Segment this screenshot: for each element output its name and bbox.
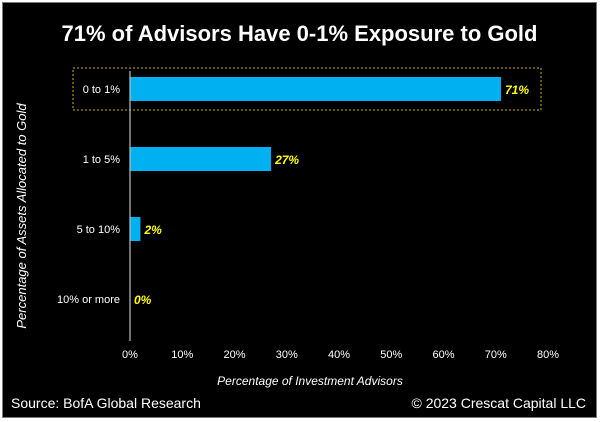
chart-title: 71% of Advisors Have 0-1% Exposure to Go… [61,21,538,46]
labels-layer: 0 to 1% 71% 1 to 5% 27% 5 to 10% 2% 10% or mor… [14,83,559,388]
copyright-note: © 2023 Crescat Capital LLC [411,395,586,411]
x-tick-label-2: 20% [223,349,245,361]
value-label-1: 27% [274,153,299,167]
x-axis-label: Percentage of Investment Advisors [217,374,403,388]
value-label-2: 2% [143,223,162,237]
x-tick-label-7: 70% [485,349,507,361]
x-tick-label-4: 40% [328,349,350,361]
y-axis-label: Percentage of Assets Allocated to Gold [14,103,29,329]
bars-layer [72,67,542,241]
chart-frame: 71% of Advisors Have 0-1% Exposure to Go… [2,2,597,418]
value-label-3: 0% [134,293,152,307]
source-note: Source: BofA Global Research [11,395,201,411]
category-label-3: 10% or more [57,294,120,306]
category-label-1: 1 to 5% [83,154,121,166]
value-label-0: 71% [505,83,529,97]
x-tick-label-3: 30% [276,349,298,361]
bar-chart: 0 to 1% 71% 1 to 5% 27% 5 to 10% 2% 10% or mor… [14,67,559,388]
bar-1 [130,147,272,171]
category-label-0: 0 to 1% [83,84,121,96]
x-tick-label-0: 0% [122,349,138,361]
x-tick-label-5: 50% [380,349,402,361]
x-tick-label-1: 10% [171,349,193,361]
highlight-box [72,67,542,111]
bar-0 [130,77,501,101]
bar-2 [130,217,141,241]
x-tick-label-8: 80% [537,349,559,361]
x-tick-label-6: 60% [432,349,454,361]
category-label-2: 5 to 10% [77,224,121,236]
